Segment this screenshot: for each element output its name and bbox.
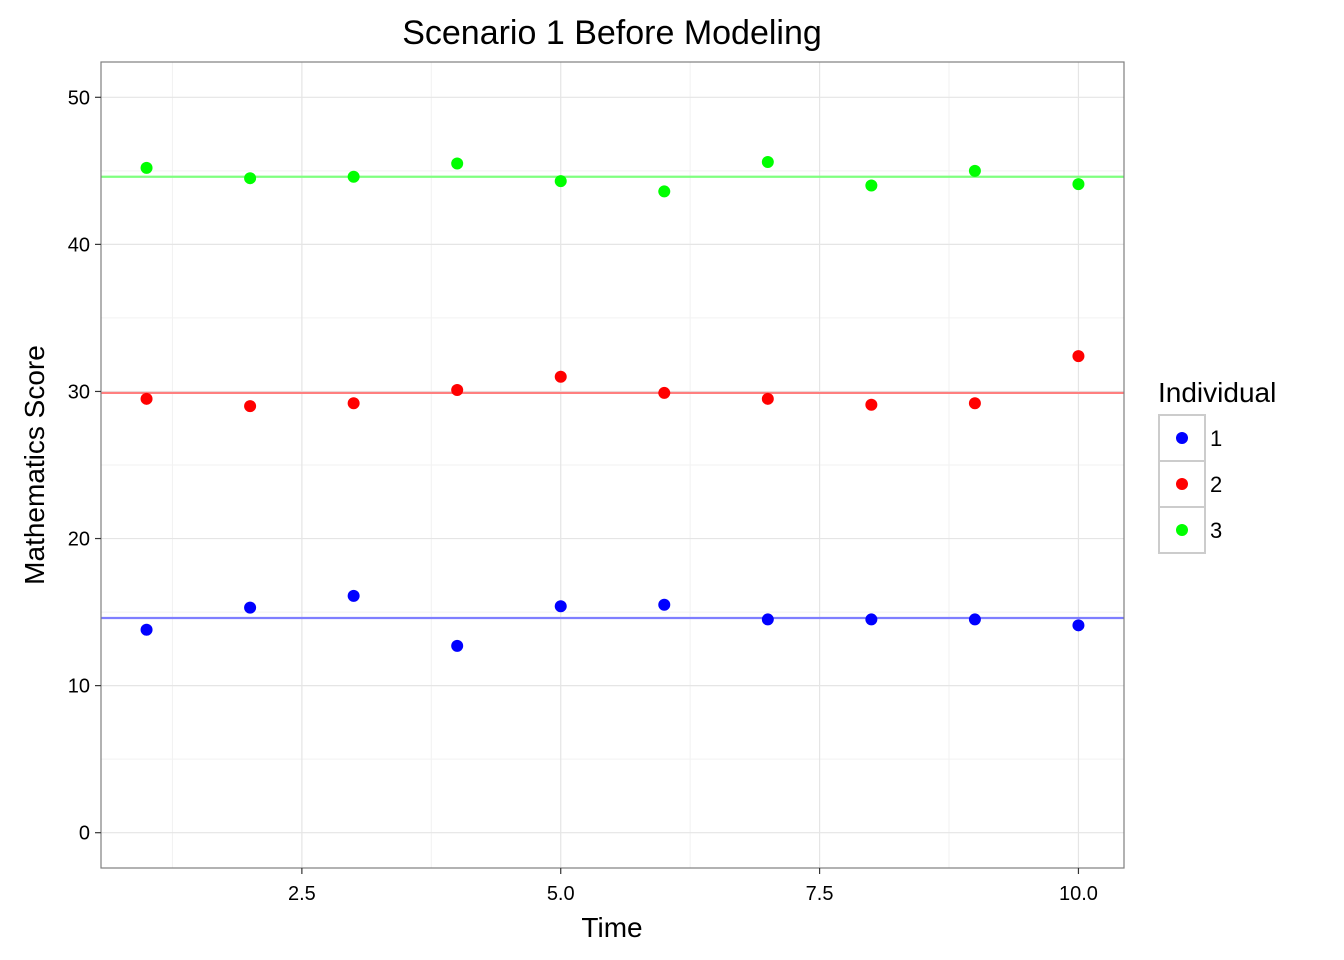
x-axis-title: Time — [581, 912, 642, 943]
data-point-individual-1 — [244, 601, 257, 614]
x-tick-label: 2.5 — [288, 883, 316, 905]
data-point-individual-2 — [865, 398, 878, 411]
data-point-individual-1 — [140, 623, 153, 636]
data-point-individual-2 — [554, 370, 567, 383]
y-axis: 0 10 20 30 40 50 — [68, 87, 101, 845]
data-point-individual-2 — [761, 392, 774, 405]
y-tick-label: 20 — [68, 529, 90, 551]
data-point-individual-1 — [761, 613, 774, 626]
y-axis-title: Mathematics Score — [19, 345, 50, 585]
data-point-individual-3 — [244, 172, 257, 185]
data-point-individual-2 — [451, 383, 464, 396]
legend-label-1: 1 — [1210, 426, 1222, 451]
legend-label-2: 2 — [1210, 472, 1222, 497]
data-point-individual-3 — [451, 157, 464, 170]
legend-marker-1 — [1176, 432, 1188, 444]
y-tick-label: 10 — [68, 676, 90, 698]
x-tick-label: 5.0 — [547, 883, 575, 905]
mean-lines — [101, 175, 1124, 620]
data-point-individual-2 — [658, 386, 671, 399]
legend-label-3: 3 — [1210, 518, 1222, 543]
legend-marker-3 — [1176, 524, 1188, 536]
data-point-individual-1 — [451, 639, 464, 652]
x-tick-label: 10.0 — [1059, 883, 1098, 905]
y-tick-label: 40 — [68, 234, 90, 256]
y-tick-label: 0 — [79, 823, 90, 845]
y-tick-label: 50 — [68, 87, 90, 109]
data-point-individual-3 — [761, 156, 774, 169]
data-point-individual-3 — [554, 175, 567, 188]
data-point-individual-3 — [1072, 178, 1085, 191]
panel-border — [100, 61, 1125, 869]
grid — [101, 62, 1124, 868]
data-point-individual-1 — [554, 600, 567, 613]
data-point-individual-2 — [244, 400, 257, 413]
chart-title: Scenario 1 Before Modeling — [402, 14, 822, 52]
data-point-individual-1 — [865, 613, 878, 626]
legend-marker-2 — [1176, 478, 1188, 490]
data-point-individual-1 — [1072, 619, 1085, 632]
data-point-individual-3 — [347, 170, 360, 183]
data-point-individual-3 — [968, 164, 981, 177]
data-point-individual-2 — [1072, 350, 1085, 363]
data-point-individual-3 — [865, 179, 878, 192]
y-tick-label: 30 — [68, 381, 90, 403]
legend: Individual 1 2 3 — [1158, 377, 1276, 554]
plot-border — [100, 61, 1125, 869]
data-point-individual-1 — [658, 598, 671, 611]
x-axis: 2.5 5.0 7.5 10.0 — [288, 868, 1098, 905]
data-point-individual-1 — [968, 613, 981, 626]
x-tick-label: 7.5 — [806, 883, 834, 905]
data-point-individual-3 — [140, 161, 153, 174]
data-points — [140, 156, 1085, 652]
legend-title: Individual — [1158, 377, 1276, 408]
data-point-individual-2 — [347, 397, 360, 410]
data-point-individual-1 — [347, 589, 360, 602]
data-point-individual-2 — [968, 397, 981, 410]
data-point-individual-2 — [140, 392, 153, 405]
data-point-individual-3 — [658, 185, 671, 198]
